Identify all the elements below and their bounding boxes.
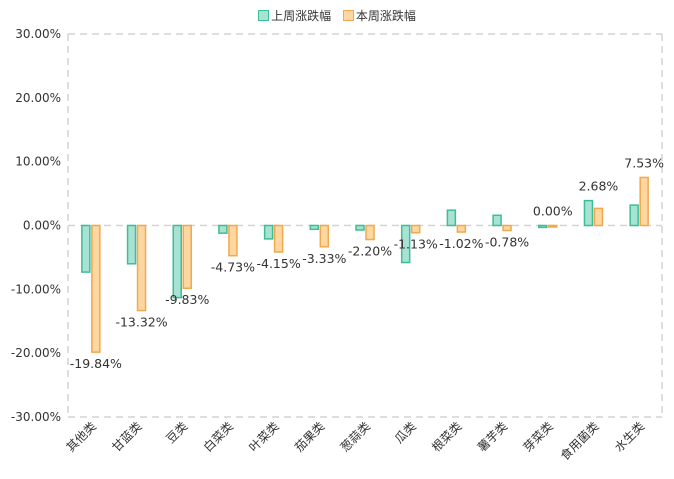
x-tick-label: 叶菜类 — [246, 419, 281, 454]
bar-last-week — [538, 224, 548, 229]
x-tick-label: 薯芋类 — [475, 419, 510, 454]
x-tick-label: 甘蓝类 — [109, 419, 144, 454]
bar-this-week — [91, 224, 101, 353]
bar-this-week — [228, 224, 238, 257]
bar-last-week — [172, 224, 182, 299]
bar-last-week — [400, 224, 411, 264]
x-tick-label: 其他类 — [64, 419, 99, 454]
data-label: -4.15% — [256, 256, 300, 271]
y-tick-label: -10.00% — [11, 282, 61, 296]
x-tick-label: 白菜类 — [200, 419, 236, 455]
data-label: -1.02% — [439, 236, 483, 251]
bar-this-week — [410, 224, 421, 234]
bar-last-week — [583, 199, 594, 227]
bar-this-week — [319, 224, 330, 248]
bar-this-week — [502, 224, 512, 232]
data-label: -19.84% — [70, 356, 122, 371]
bar-this-week — [548, 224, 558, 228]
x-tick-label: 水生类 — [612, 419, 647, 454]
data-label: -3.33% — [302, 251, 346, 266]
bar-this-week — [593, 207, 604, 227]
x-tick-label: 瓜类 — [392, 419, 419, 446]
data-label: -1.13% — [394, 237, 438, 252]
data-label: -0.78% — [485, 234, 529, 249]
x-tick-label: 豆类 — [163, 419, 190, 446]
data-label: -13.32% — [115, 315, 167, 330]
data-label: -9.83% — [165, 292, 209, 307]
y-tick-label: -30.00% — [11, 410, 61, 424]
y-tick-label: 20.00% — [15, 91, 61, 105]
bar-last-week — [263, 224, 274, 240]
bar-last-week — [492, 214, 502, 227]
bar-this-week — [136, 224, 147, 312]
bar-this-week — [639, 176, 649, 227]
legend-label-series2: 本周涨跌幅 — [355, 9, 416, 23]
data-label: 0.00% — [533, 204, 573, 219]
bar-last-week — [446, 209, 457, 227]
bar-this-week — [365, 224, 375, 241]
legend-item-series2[interactable]: 本周涨跌幅 — [342, 7, 416, 24]
y-tick-label: 30.00% — [15, 27, 61, 41]
bar-last-week — [218, 224, 228, 234]
y-tick-label: -20.00% — [11, 346, 61, 360]
legend-item-series1[interactable]: 上周涨跌幅 — [258, 7, 331, 24]
bar-last-week — [126, 224, 137, 265]
legend-swatch-series1 — [258, 10, 270, 21]
x-tick-label: 葱蒜类 — [338, 419, 373, 454]
bar-last-week — [355, 224, 365, 231]
y-tick-label: 0.00% — [23, 219, 61, 233]
x-tick-label: 食用菌类 — [557, 419, 602, 464]
bar-last-week — [81, 224, 91, 273]
bar-last-week — [309, 224, 320, 231]
legend-swatch-series2 — [342, 10, 354, 21]
y-tick-label: 10.00% — [15, 155, 61, 169]
x-tick-label: 茄果类 — [292, 419, 327, 454]
data-label: -2.20% — [348, 244, 392, 259]
legend-label-series1: 上周涨跌幅 — [271, 9, 332, 23]
chart-legend: 上周涨跌幅 本周涨跌幅 — [0, 7, 674, 24]
bar-this-week — [273, 224, 284, 253]
data-label: 2.68% — [579, 179, 619, 194]
bar-last-week — [629, 204, 639, 227]
data-label: -4.73% — [211, 260, 255, 275]
x-tick-label: 根菜类 — [429, 419, 464, 454]
bar-this-week — [456, 224, 467, 233]
bar-this-week — [182, 224, 192, 289]
x-tick-label: 芽菜类 — [521, 419, 556, 454]
data-label: 7.53% — [624, 155, 664, 170]
